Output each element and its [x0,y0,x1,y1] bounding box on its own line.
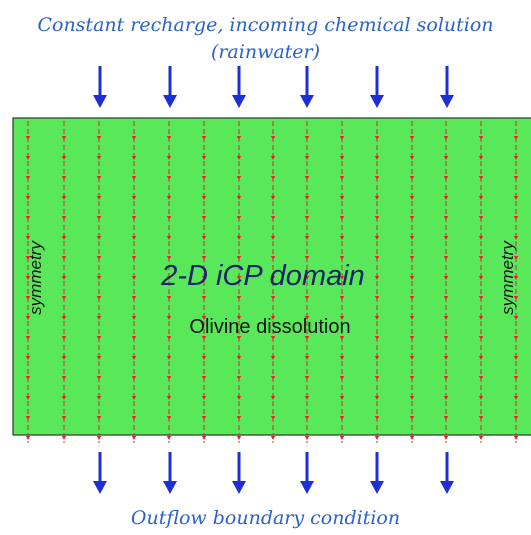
outflow-arrow-6 [440,452,454,494]
inflow-arrow-1 [93,66,107,108]
outflow-arrow-4 [300,452,314,494]
top-boundary-label-line1: Constant recharge, incoming chemical sol… [37,14,494,36]
bottom-boundary-label: Outflow boundary condition [130,507,401,529]
streamline-8 [270,121,276,443]
outflow-arrow-1 [93,452,107,494]
streamline-3 [96,121,102,443]
streamline-7 [236,121,242,443]
outflow-arrow-2 [163,452,177,494]
domain-subtitle: Olivine dissolution [189,316,350,338]
right-symmetry-label: symmetry [498,240,517,315]
streamlines [25,121,519,443]
streamline-13 [443,121,449,443]
top-boundary-label-line2: (rainwater) [210,41,321,63]
streamline-12 [409,121,415,443]
streamline-10 [339,121,345,443]
streamline-1 [25,121,31,443]
inflow-arrow-3 [232,66,246,108]
streamline-9 [304,121,310,443]
streamline-4 [131,121,137,443]
inflow-arrow-5 [370,66,384,108]
inflow-arrow-6 [440,66,454,108]
outflow-arrow-3 [232,452,246,494]
outflow-arrow-5 [370,452,384,494]
streamline-14 [478,121,484,443]
domain-title: 2-D iCP domain [160,260,365,292]
inflow-arrow-4 [300,66,314,108]
streamline-5 [166,121,172,443]
outflow-arrows [93,452,454,494]
inflow-arrows [93,66,454,108]
streamline-6 [201,121,207,443]
streamline-15 [513,121,519,443]
streamline-11 [374,121,380,443]
left-symmetry-label: symmetry [26,240,45,315]
streamline-2 [61,121,67,443]
inflow-arrow-2 [163,66,177,108]
